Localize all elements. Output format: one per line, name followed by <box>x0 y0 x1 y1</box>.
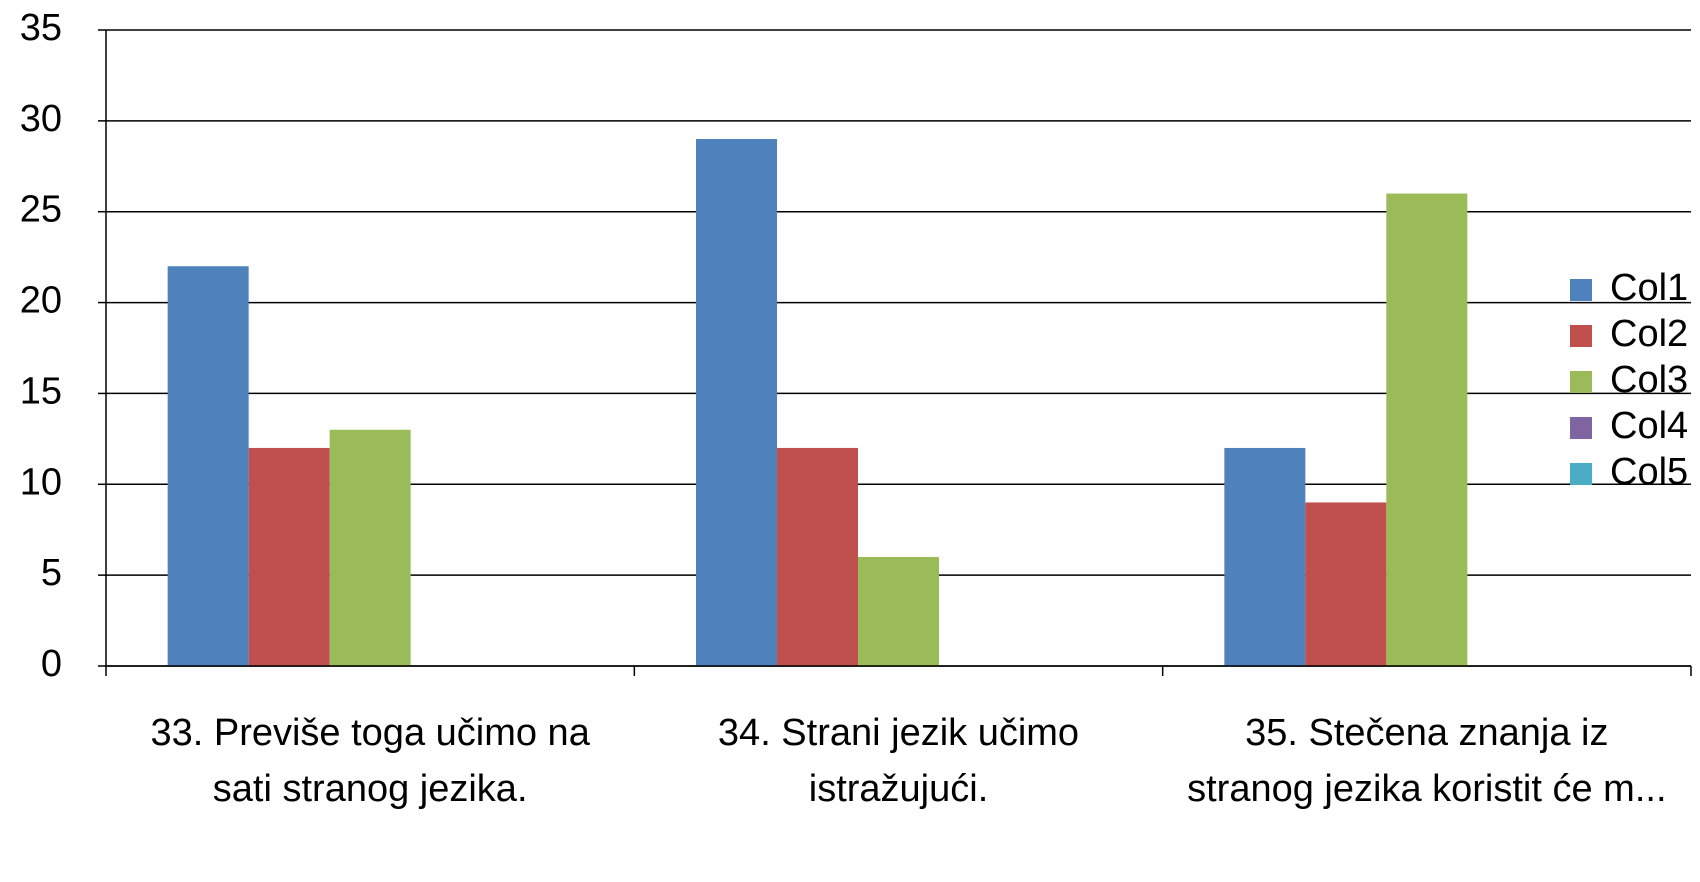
legend-swatch <box>1570 279 1592 301</box>
legend-swatch <box>1570 371 1592 393</box>
legend-label: Col5 <box>1610 451 1688 493</box>
y-tick-label: 0 <box>41 643 62 685</box>
bar <box>777 447 858 666</box>
legend-label: Col4 <box>1610 405 1688 447</box>
legend-swatch <box>1570 325 1592 347</box>
bar <box>696 139 777 666</box>
y-tick-label: 25 <box>20 189 62 231</box>
bar <box>329 429 411 666</box>
y-tick-label: 20 <box>20 280 62 322</box>
y-tick-label: 30 <box>20 98 62 140</box>
bar <box>1224 447 1306 666</box>
legend-label: Col3 <box>1610 359 1688 401</box>
x-tick-label: 35. Stečena znanja iz stranog jezika kor… <box>1187 712 1667 810</box>
y-tick-label: 10 <box>20 461 62 503</box>
legend-label: Col2 <box>1610 313 1688 355</box>
legend-swatch <box>1570 463 1592 485</box>
legend-swatch <box>1570 417 1592 439</box>
bar <box>858 556 939 666</box>
bar <box>1386 193 1468 667</box>
x-tick-label: 34. Strani jezik učimo istražujući. <box>717 712 1080 810</box>
legend-label: Col1 <box>1610 267 1688 309</box>
y-tick-label: 15 <box>20 370 62 412</box>
bar <box>1305 502 1387 666</box>
bar <box>167 266 249 666</box>
y-tick-label: 5 <box>41 552 62 594</box>
x-tick-label: 33. Previše toga učimo na sati stranog j… <box>150 712 590 810</box>
y-tick-label: 35 <box>20 7 62 49</box>
bar <box>248 447 330 666</box>
